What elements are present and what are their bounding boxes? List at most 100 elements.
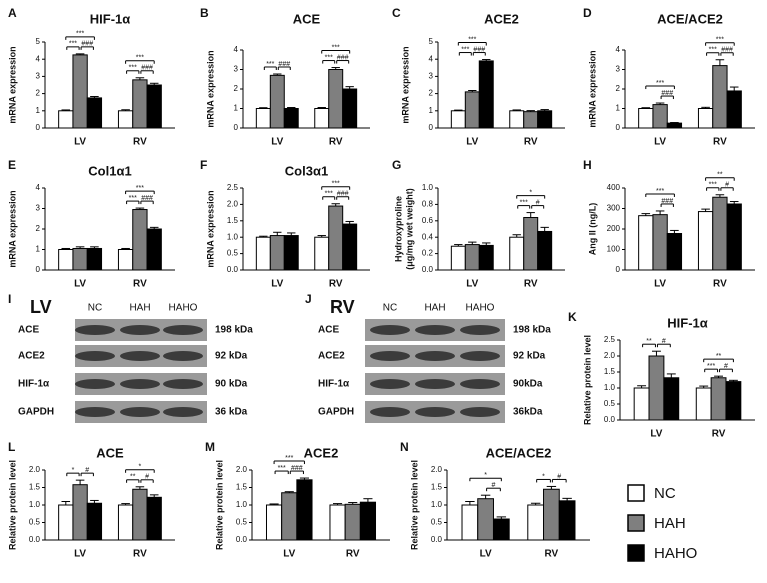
bar — [523, 111, 539, 129]
x-tick-label: LV — [74, 549, 86, 560]
blot-band — [120, 351, 160, 361]
y-tick-label: 1 — [234, 104, 239, 113]
y-tick-label: 1.0 — [29, 500, 41, 509]
panel-letter: G — [392, 158, 401, 172]
panel-letter: M — [205, 440, 215, 454]
y-tick-label: 1.5 — [604, 367, 616, 376]
y-tick-label: 1.0 — [431, 500, 443, 509]
bar — [86, 247, 103, 271]
y-axis-label: Relative protein level — [7, 460, 17, 550]
x-tick-label: LV — [271, 137, 283, 148]
bar — [638, 215, 654, 271]
blot-band — [415, 325, 455, 335]
y-tick-label: 3 — [616, 65, 621, 74]
blot-band — [370, 325, 410, 335]
lane-label: HAHO — [466, 303, 495, 314]
y-tick-label: 0 — [234, 123, 239, 132]
y-tick-label: 2.0 — [227, 200, 239, 209]
y-tick-label: 0.5 — [431, 518, 443, 527]
y-axis-label: Ang II (ng/L) — [587, 203, 597, 255]
bar — [58, 504, 74, 541]
lane-label: HAHO — [169, 303, 198, 314]
sig-label: *** — [136, 55, 144, 62]
protein-label: ACE2 — [18, 351, 45, 362]
y-axis-label: Relative protein level — [214, 460, 224, 550]
chart-title: Col1α1 — [88, 163, 131, 178]
x-tick-label: LV — [74, 137, 86, 148]
bar — [342, 223, 358, 271]
y-tick-label: 0 — [616, 265, 621, 274]
panel-letter: N — [400, 440, 409, 454]
sig-label: *** — [285, 455, 293, 462]
sig-label: # — [85, 467, 89, 474]
bar — [314, 108, 330, 129]
x-tick-label: RV — [545, 549, 559, 560]
sig-label: # — [725, 182, 729, 189]
y-tick-label: 3 — [234, 65, 239, 74]
bar — [269, 235, 285, 271]
bar — [537, 230, 553, 271]
sig-label: # — [557, 473, 561, 480]
bar — [710, 377, 727, 421]
blot-band — [370, 407, 410, 417]
lane-label: HAH — [129, 303, 150, 314]
sig-label: *** — [656, 80, 664, 87]
bar — [269, 74, 285, 129]
y-tick-label: 100 — [607, 245, 621, 254]
bar — [725, 381, 742, 421]
bar — [72, 54, 88, 129]
size-label: 198 kDa — [513, 325, 551, 336]
bar — [359, 501, 377, 541]
x-tick-label: RV — [133, 279, 147, 290]
bar — [666, 122, 683, 129]
y-tick-label: 4 — [234, 45, 239, 54]
size-label: 90 kDa — [215, 379, 248, 390]
sig-label: * — [72, 467, 75, 474]
chart-title: ACE2 — [484, 11, 519, 26]
sig-label: ### — [661, 90, 673, 97]
bar — [328, 69, 344, 129]
sig-label: *** — [332, 44, 340, 51]
bar — [255, 108, 271, 129]
bar — [281, 492, 298, 541]
bar — [726, 90, 742, 129]
sig-label: # — [492, 482, 496, 489]
y-axis-label: mRNA expression — [7, 46, 17, 123]
bar — [509, 110, 525, 129]
y-axis-label: Relative protein level — [582, 335, 592, 425]
y-tick-label: 1.5 — [236, 483, 248, 492]
protein-label: ACE2 — [318, 351, 345, 362]
bar — [344, 503, 361, 541]
protein-label: ACE — [18, 325, 39, 336]
sig-label: *** — [325, 54, 333, 61]
x-tick-label: LV — [480, 549, 492, 560]
y-tick-label: 200 — [607, 224, 621, 233]
sig-label: * — [484, 472, 487, 479]
blot-band — [163, 351, 203, 361]
blot-band — [460, 351, 500, 361]
bar — [132, 79, 148, 129]
protein-label: GAPDH — [318, 407, 354, 418]
chart-title: ACE/ACE2 — [486, 445, 552, 460]
blot-band — [460, 325, 500, 335]
x-tick-label: LV — [74, 279, 86, 290]
bar — [132, 488, 148, 541]
panel-letter: I — [8, 292, 11, 306]
sig-label: ### — [473, 46, 485, 53]
panel-letter: E — [8, 158, 16, 172]
y-axis-label: Hydroxyproline — [393, 196, 403, 262]
bar — [712, 65, 728, 129]
y-tick-label: 0.0 — [422, 265, 434, 274]
blot-band — [163, 325, 203, 335]
y-tick-label: 4 — [429, 54, 434, 63]
y-tick-label: 1.5 — [431, 483, 443, 492]
bar — [464, 244, 480, 271]
x-tick-label: LV — [650, 429, 662, 440]
bar — [492, 518, 510, 541]
y-tick-label: 1 — [36, 245, 41, 254]
sig-label: * — [529, 189, 532, 196]
bar — [86, 97, 103, 129]
blot-band — [370, 351, 410, 361]
sig-label: *** — [325, 191, 333, 198]
y-tick-label: 0 — [36, 265, 41, 274]
